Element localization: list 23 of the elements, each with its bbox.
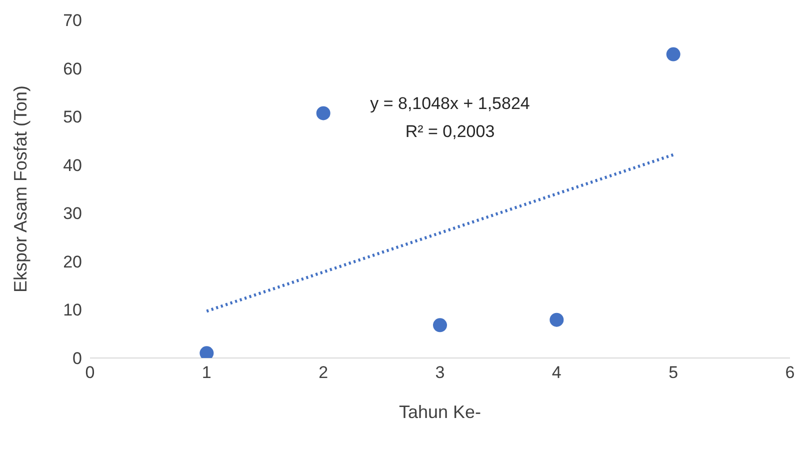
x-tick-label: 4	[552, 363, 562, 382]
y-tick-label: 60	[63, 59, 82, 78]
y-tick-label: 20	[63, 252, 82, 272]
y-tick-label: 50	[63, 108, 82, 127]
x-axis-title: Tahun Ke-	[398, 402, 482, 422]
x-tick-label: 0	[85, 363, 95, 382]
point	[433, 318, 447, 332]
x-tick-label: 2	[318, 363, 328, 382]
point	[666, 47, 680, 62]
x-tick-label: 5	[668, 363, 678, 382]
y-tick-label: 70	[63, 11, 82, 30]
x-tick-label: 3	[435, 363, 445, 382]
annotation: y = 8,1048x + 1,5824	[369, 93, 531, 115]
x-tick-label: 1	[202, 363, 212, 382]
y-tick-label: 30	[63, 204, 82, 224]
y-tick-label: 10	[63, 300, 82, 320]
point	[550, 312, 564, 327]
point	[316, 106, 330, 120]
x-tick-label: 6	[785, 363, 795, 382]
y-tick-label: 0	[72, 349, 82, 368]
y-axis-title: Ekspor Asam Fosfat (Ton)	[10, 85, 30, 293]
annotation: R² = 0,2003	[404, 121, 496, 143]
y-tick-label: 40	[63, 156, 82, 175]
